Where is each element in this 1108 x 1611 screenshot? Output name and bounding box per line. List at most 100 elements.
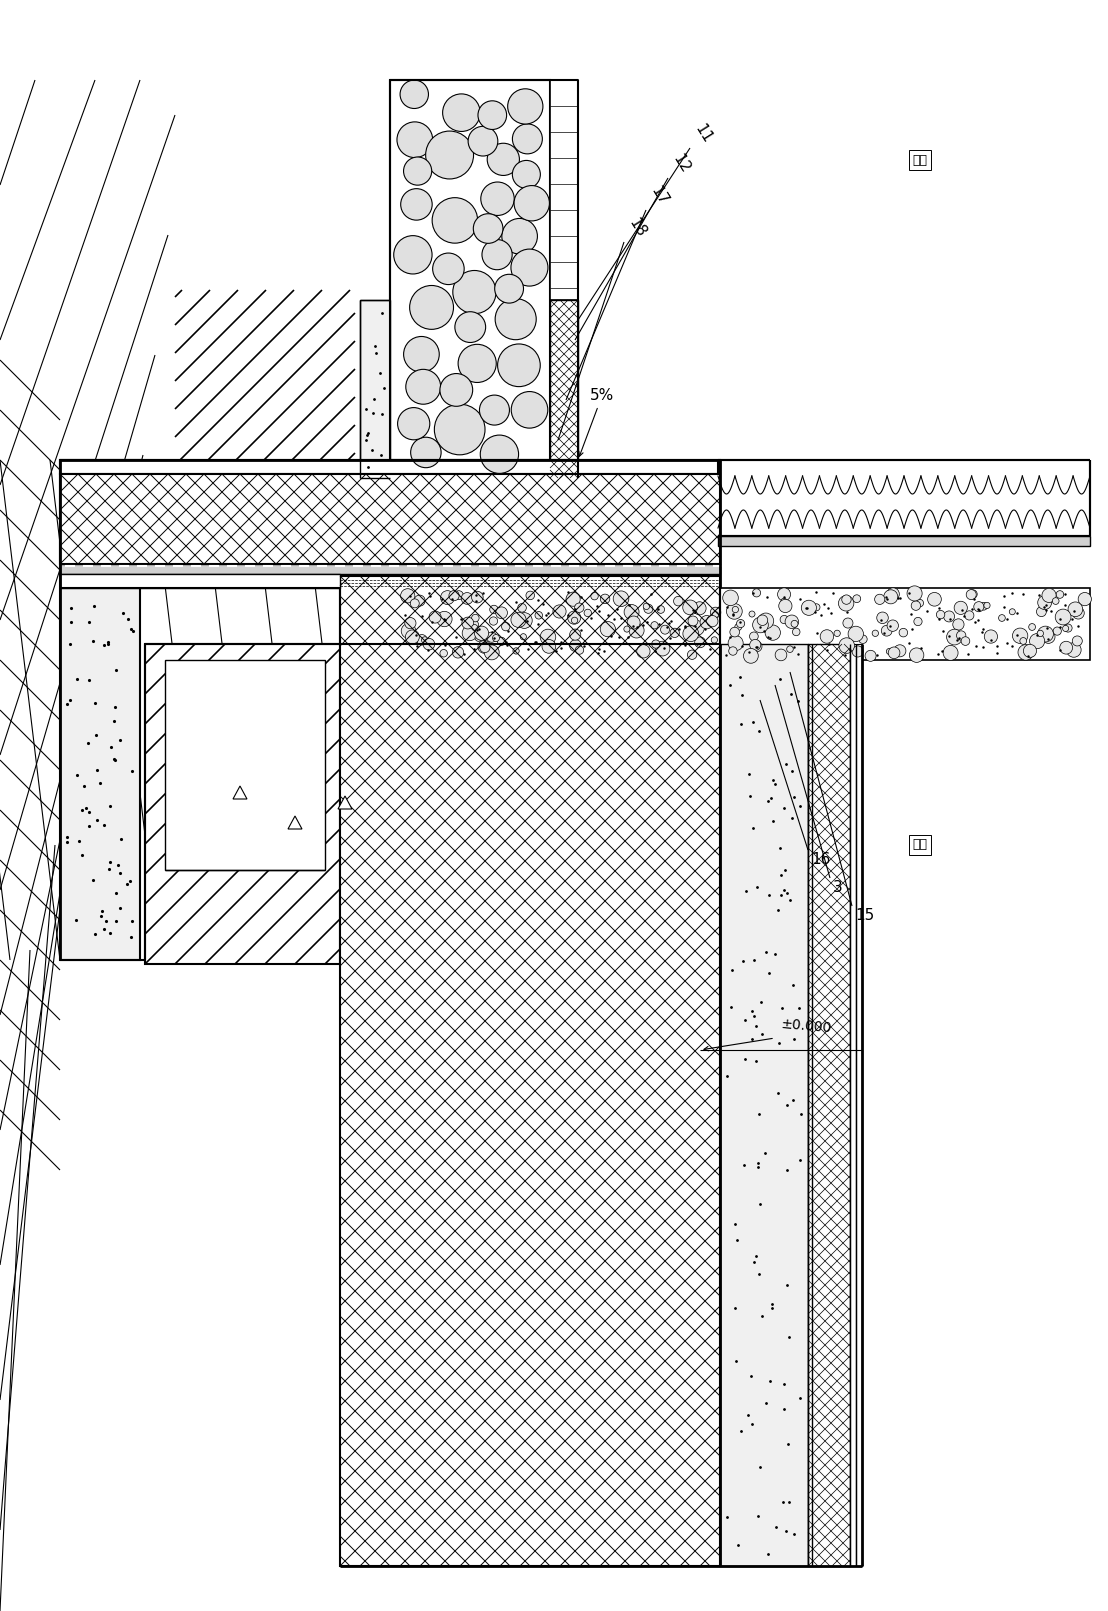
- Circle shape: [521, 633, 526, 640]
- Circle shape: [1073, 607, 1085, 619]
- Circle shape: [1013, 628, 1028, 643]
- Circle shape: [813, 604, 820, 611]
- Circle shape: [414, 594, 425, 606]
- Circle shape: [820, 630, 833, 643]
- Circle shape: [513, 648, 520, 654]
- Circle shape: [441, 591, 454, 604]
- Circle shape: [411, 437, 441, 467]
- Circle shape: [792, 628, 800, 636]
- Circle shape: [979, 603, 987, 611]
- Circle shape: [683, 625, 699, 641]
- Circle shape: [584, 609, 592, 617]
- Circle shape: [886, 648, 892, 654]
- Circle shape: [601, 594, 609, 604]
- Circle shape: [652, 640, 660, 648]
- Circle shape: [572, 617, 577, 623]
- Circle shape: [575, 603, 584, 612]
- Circle shape: [406, 630, 419, 644]
- Circle shape: [1009, 609, 1015, 615]
- Circle shape: [751, 641, 762, 652]
- Circle shape: [722, 590, 738, 606]
- Circle shape: [511, 612, 526, 627]
- Circle shape: [403, 156, 432, 185]
- Circle shape: [758, 614, 773, 628]
- Circle shape: [624, 604, 639, 620]
- Circle shape: [843, 619, 853, 628]
- Circle shape: [888, 620, 899, 632]
- Circle shape: [516, 612, 532, 628]
- Circle shape: [462, 617, 474, 628]
- Circle shape: [735, 623, 741, 630]
- Circle shape: [839, 596, 854, 611]
- Text: 注释: 注释: [913, 838, 927, 852]
- Circle shape: [423, 638, 434, 649]
- Circle shape: [601, 622, 615, 636]
- Circle shape: [954, 601, 967, 614]
- Circle shape: [570, 628, 581, 640]
- Circle shape: [425, 130, 473, 179]
- Circle shape: [787, 646, 793, 652]
- Circle shape: [852, 646, 863, 657]
- Circle shape: [644, 603, 649, 609]
- Circle shape: [1028, 623, 1036, 630]
- Circle shape: [944, 611, 955, 622]
- Circle shape: [956, 632, 966, 640]
- Circle shape: [1063, 625, 1069, 632]
- Bar: [360, 300, 390, 478]
- Circle shape: [613, 591, 629, 607]
- Circle shape: [874, 594, 885, 604]
- Circle shape: [452, 646, 464, 657]
- Circle shape: [1059, 611, 1068, 619]
- Circle shape: [495, 298, 536, 340]
- Circle shape: [660, 625, 669, 635]
- Circle shape: [700, 615, 714, 628]
- Bar: [145, 644, 340, 963]
- Circle shape: [707, 615, 718, 627]
- Circle shape: [1037, 630, 1044, 636]
- Bar: [165, 661, 325, 870]
- Circle shape: [511, 250, 548, 287]
- Circle shape: [943, 646, 958, 661]
- Circle shape: [853, 594, 861, 603]
- Circle shape: [886, 588, 900, 601]
- Bar: [850, 644, 856, 1566]
- Circle shape: [757, 615, 768, 625]
- Circle shape: [541, 630, 556, 644]
- Circle shape: [1056, 591, 1064, 598]
- Text: 18: 18: [626, 216, 649, 240]
- Circle shape: [884, 590, 897, 604]
- Circle shape: [495, 607, 507, 619]
- Circle shape: [517, 604, 526, 612]
- Circle shape: [480, 643, 490, 652]
- Circle shape: [497, 638, 505, 646]
- Bar: [60, 461, 720, 474]
- Circle shape: [692, 603, 706, 615]
- Circle shape: [455, 311, 485, 343]
- Circle shape: [1067, 643, 1081, 657]
- Circle shape: [984, 630, 997, 643]
- Circle shape: [570, 640, 582, 651]
- Circle shape: [1078, 593, 1091, 606]
- Circle shape: [432, 198, 478, 243]
- Circle shape: [727, 604, 742, 619]
- Circle shape: [397, 122, 433, 158]
- Circle shape: [881, 625, 892, 636]
- Circle shape: [1042, 630, 1055, 643]
- Circle shape: [876, 612, 889, 623]
- Circle shape: [472, 625, 478, 630]
- Circle shape: [688, 615, 698, 627]
- Circle shape: [729, 646, 737, 656]
- Circle shape: [899, 628, 907, 636]
- Circle shape: [953, 619, 964, 630]
- Circle shape: [1068, 603, 1083, 617]
- Circle shape: [1053, 598, 1059, 604]
- Bar: [60, 461, 140, 960]
- Circle shape: [472, 614, 479, 622]
- Text: 11: 11: [692, 122, 715, 147]
- Circle shape: [657, 606, 665, 614]
- Circle shape: [512, 124, 542, 155]
- Circle shape: [480, 435, 519, 474]
- Circle shape: [1018, 644, 1034, 661]
- Circle shape: [421, 636, 428, 643]
- Circle shape: [497, 345, 541, 387]
